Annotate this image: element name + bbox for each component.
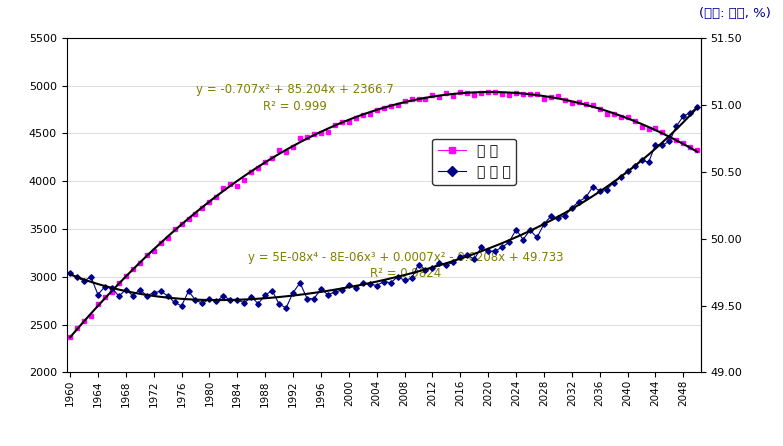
Legend: 전 체, 여 성 비: 전 체, 여 성 비 xyxy=(432,139,516,185)
Text: y = 5E-08x⁴ - 8E-06x³ + 0.0007x² - 0.0208x + 49.733: y = 5E-08x⁴ - 8E-06x³ + 0.0007x² - 0.020… xyxy=(248,251,564,264)
Text: R² = 0.9824: R² = 0.9824 xyxy=(370,267,442,280)
Text: y = -0.707x² + 85.204x + 2366.7: y = -0.707x² + 85.204x + 2366.7 xyxy=(196,83,394,96)
Text: (단위: 만명, %): (단위: 만명, %) xyxy=(699,7,771,20)
Text: R² = 0.999: R² = 0.999 xyxy=(263,100,327,113)
